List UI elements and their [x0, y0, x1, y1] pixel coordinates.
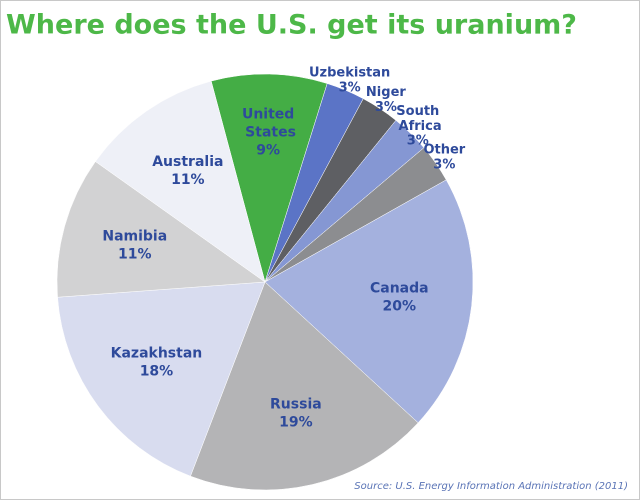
- value-label: 19%: [279, 415, 313, 431]
- pie-slice: [210, 73, 328, 283]
- slice-label: Niger: [366, 85, 406, 100]
- value-label: 3%: [407, 133, 429, 148]
- pie-slice: [190, 281, 419, 491]
- source: Source: U.S. Energy Information Administ…: [354, 481, 628, 492]
- label-line: States: [240, 124, 296, 140]
- slice-label: United States: [240, 106, 296, 140]
- value-label: 18%: [140, 364, 174, 380]
- value-label: 3%: [375, 100, 397, 115]
- value-label: 9%: [256, 142, 280, 158]
- slice-label: Russia: [270, 397, 322, 413]
- chart-title: Where does the U.S. get its uranium?: [6, 10, 577, 41]
- pie-slice: [95, 80, 266, 283]
- slice-label: Australia: [152, 154, 223, 170]
- slice-label: Other: [423, 142, 465, 157]
- value-label: 20%: [383, 299, 417, 315]
- slice-label: Namibia: [102, 229, 167, 245]
- slice-label: South Africa: [394, 103, 442, 133]
- value-label: 11%: [118, 247, 152, 263]
- pie-slice: [56, 161, 266, 298]
- value-label: 3%: [433, 157, 455, 172]
- slice-label: Uzbekistan: [309, 66, 390, 81]
- pie-slice: [264, 179, 474, 424]
- label-line: Africa: [394, 118, 442, 133]
- pie-slice: [57, 281, 266, 477]
- value-label: 11%: [171, 172, 205, 188]
- value-label: 3%: [339, 81, 361, 96]
- slice-label: Canada: [370, 281, 429, 297]
- label-line: South: [396, 103, 439, 118]
- label-line: United: [242, 106, 294, 122]
- slice-label: Kazakhstan: [111, 346, 203, 362]
